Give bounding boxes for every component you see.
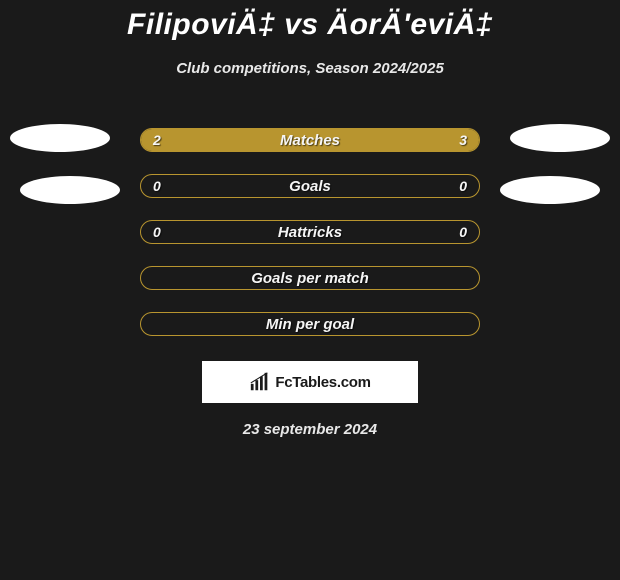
subtitle: Club competitions, Season 2024/2025 [0,60,620,77]
stat-label: Goals per match [141,270,479,287]
brand-text: FcTables.com [275,374,370,391]
stat-bar: 00Hattricks [140,220,480,244]
stats-list: 23Matches 00Goals 00Hattricks Goals per mat… [0,117,620,347]
stat-row: Min per goal [0,301,620,347]
stat-row: Goals per match [0,255,620,301]
stat-label: Goals [141,178,479,195]
stat-bar: 23Matches [140,128,480,152]
stat-bar: Goals per match [140,266,480,290]
stat-label: Hattricks [141,224,479,241]
date-text: 23 september 2024 [0,421,620,438]
comparison-card: FilipoviÄ‡ vs ÄorÄ'eviÄ‡ Club competitio… [0,0,620,438]
stat-label: Matches [141,132,479,149]
stat-bar: Min per goal [140,312,480,336]
page-title: FilipoviÄ‡ vs ÄorÄ'eviÄ‡ [0,8,620,42]
stat-label: Min per goal [141,316,479,333]
stat-row: 00Goals [0,163,620,209]
brand-badge[interactable]: FcTables.com [202,361,418,403]
stat-row: 23Matches [0,117,620,163]
stat-bar: 00Goals [140,174,480,198]
brand-icon [249,371,271,393]
stat-row: 00Hattricks [0,209,620,255]
